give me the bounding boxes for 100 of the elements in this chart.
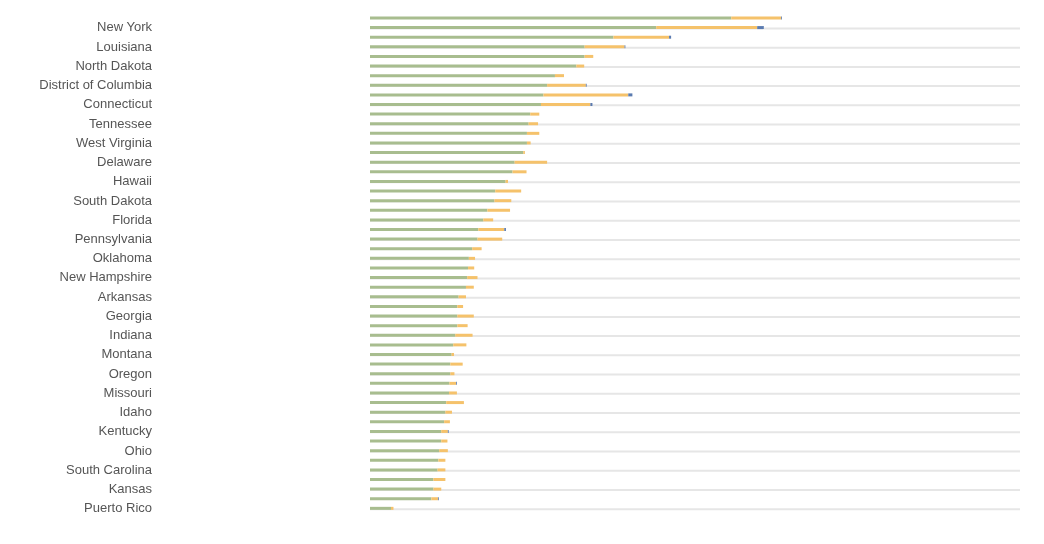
bar xyxy=(445,410,452,414)
bar xyxy=(731,16,782,20)
bar xyxy=(370,247,473,251)
y-tick-label: Tennessee xyxy=(89,115,152,131)
bar xyxy=(512,170,527,174)
bar xyxy=(370,401,447,405)
bar xyxy=(584,54,594,58)
bar xyxy=(477,237,503,241)
y-tick-label: Louisiana xyxy=(96,38,153,54)
bar xyxy=(554,74,565,78)
bar xyxy=(528,122,539,126)
y-tick-label: Hawaii xyxy=(112,173,153,189)
bar xyxy=(526,141,531,145)
bar xyxy=(449,391,457,395)
y-tick-label: Oklahoma xyxy=(92,250,153,266)
bar xyxy=(628,93,633,97)
bar xyxy=(370,362,451,366)
bar xyxy=(370,103,541,106)
bar xyxy=(370,26,657,30)
y-tick-label: Indiana xyxy=(109,327,153,343)
bar xyxy=(370,228,479,231)
bar xyxy=(444,420,450,424)
bar xyxy=(483,218,494,222)
bar xyxy=(543,93,629,97)
bar xyxy=(437,468,446,472)
bar xyxy=(370,285,466,289)
bar xyxy=(468,266,475,270)
bar xyxy=(478,228,505,231)
bar xyxy=(446,401,464,405)
bar xyxy=(458,295,466,299)
bar xyxy=(370,410,446,414)
bar xyxy=(370,189,496,193)
y-tick-label: Florida xyxy=(112,211,153,227)
bar xyxy=(370,295,459,299)
bar xyxy=(449,381,457,385)
y-tick-label: Kentucky xyxy=(98,423,153,439)
bar xyxy=(370,160,515,164)
bar xyxy=(370,112,531,116)
bar xyxy=(370,16,732,20)
bar xyxy=(370,439,442,443)
bar xyxy=(370,218,484,222)
bar xyxy=(584,45,625,49)
bar xyxy=(370,353,452,356)
y-tick-label: Missouri xyxy=(103,384,153,400)
y-tick-label: Kansas xyxy=(108,480,153,496)
bar xyxy=(431,497,438,501)
bar xyxy=(441,429,448,433)
y-tick-label: Oregon xyxy=(108,365,152,381)
bar xyxy=(370,449,440,453)
bar xyxy=(370,141,527,145)
bar xyxy=(757,26,764,30)
bar xyxy=(526,131,540,135)
y-tick-label: Idaho xyxy=(119,404,152,420)
bar xyxy=(370,199,495,203)
y-tick-label: Arkansas xyxy=(97,288,153,304)
bar xyxy=(540,103,591,106)
bar xyxy=(450,372,455,376)
bar xyxy=(370,381,450,385)
bar xyxy=(457,314,474,318)
y-tick-label: Georgia xyxy=(105,307,153,323)
bar xyxy=(576,64,585,68)
bar xyxy=(487,208,511,212)
y-tick-label: Ohio xyxy=(124,442,152,458)
bar xyxy=(439,449,448,453)
bar xyxy=(370,391,450,395)
bar xyxy=(370,478,434,481)
bar xyxy=(370,54,585,58)
y-tick-label: New York xyxy=(97,19,153,35)
bar xyxy=(438,458,446,462)
bar xyxy=(370,170,513,174)
bar xyxy=(441,439,448,443)
bar xyxy=(530,112,540,116)
bar xyxy=(370,343,454,347)
bar xyxy=(656,26,758,30)
y-tick-label: Puerto Rico xyxy=(84,500,152,516)
bar xyxy=(370,179,506,183)
bar xyxy=(370,74,555,78)
bar xyxy=(433,478,446,481)
bar xyxy=(457,304,464,308)
y-tick-label: New Hampshire xyxy=(59,269,152,285)
bar xyxy=(370,93,544,97)
bar xyxy=(370,208,488,212)
bar xyxy=(472,247,482,251)
bar xyxy=(370,83,548,87)
bar xyxy=(370,151,524,155)
bar xyxy=(370,314,458,318)
bar xyxy=(370,420,445,424)
bar xyxy=(370,497,432,501)
bar xyxy=(669,35,672,39)
y-tick-label: West Virginia xyxy=(75,134,153,150)
bar xyxy=(370,45,585,49)
bar xyxy=(455,333,473,337)
bar xyxy=(370,276,468,280)
bar xyxy=(547,83,586,87)
bar xyxy=(457,324,468,328)
bar xyxy=(370,487,434,491)
y-tick-label: Montana xyxy=(101,346,153,362)
bar xyxy=(495,189,522,193)
bar xyxy=(450,362,463,366)
y-tick-label: Delaware xyxy=(97,154,152,170)
